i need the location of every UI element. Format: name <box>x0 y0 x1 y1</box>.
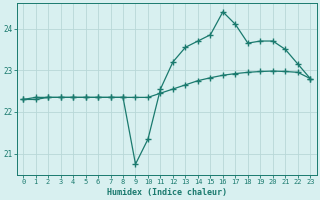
X-axis label: Humidex (Indice chaleur): Humidex (Indice chaleur) <box>107 188 227 197</box>
